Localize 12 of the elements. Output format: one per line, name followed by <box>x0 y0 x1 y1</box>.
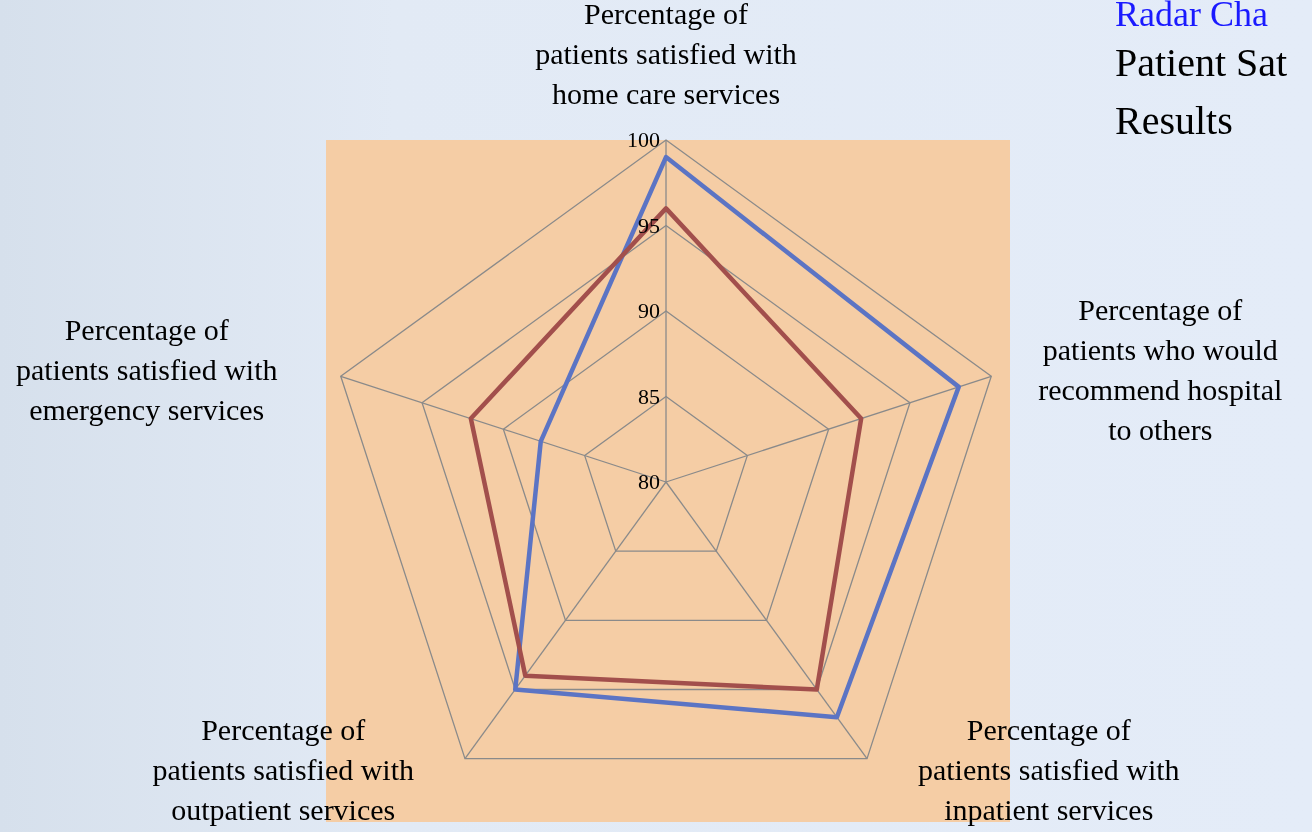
spoke-label: Percentage of patients satisfied with outpatient services <box>152 713 415 826</box>
y-tick-label: 100 <box>627 127 660 152</box>
spoke-label: Percentage of patients satisfied with inpatient services <box>917 713 1180 826</box>
text: Patient Sat Results <box>1115 40 1288 143</box>
y-tick-label: 95 <box>638 212 660 238</box>
y-tick-label: 80 <box>638 469 660 494</box>
spoke-label: Percentage of patients who would recommend hospital to others <box>1038 293 1283 447</box>
y-tick-label: 85 <box>638 383 660 409</box>
chart-title: Radar Cha <box>1115 0 1268 34</box>
spoke-label: Percentage of patients satisfied with emergency services <box>15 313 278 427</box>
y-tick-label: 90 <box>638 298 660 323</box>
spoke-label: Percentage of patients satisfied with home care services <box>535 0 797 110</box>
